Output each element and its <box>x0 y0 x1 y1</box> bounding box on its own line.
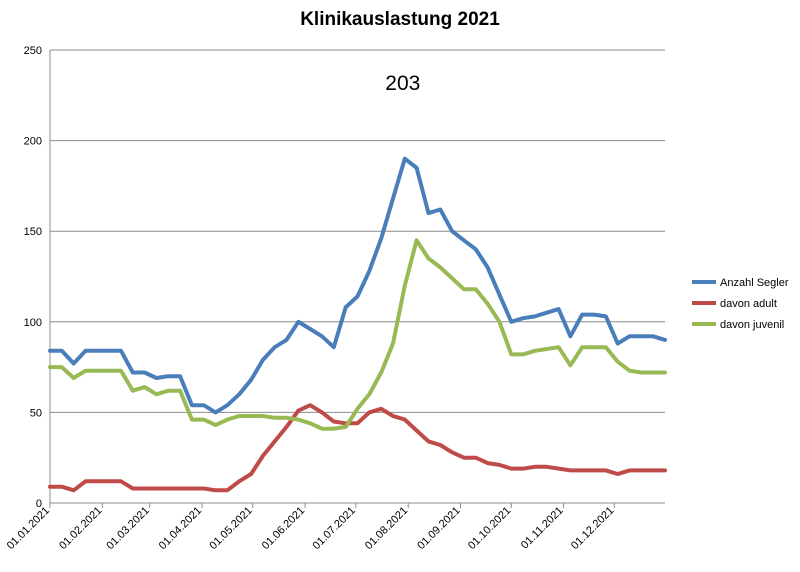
series-line-2 <box>48 238 667 431</box>
legend-label: davon juvenil <box>720 319 784 331</box>
y-tick-label: 100 <box>24 317 42 329</box>
y-tick-label: 250 <box>24 45 42 57</box>
x-tick-label: 01.12.2021 <box>569 505 616 552</box>
x-tick-label: 01.03.2021 <box>104 505 151 552</box>
x-tick-label: 01.05.2021 <box>207 505 254 552</box>
y-tick-label: 0 <box>36 498 42 510</box>
series-layer <box>48 156 667 493</box>
x-tick-label: 01.09.2021 <box>415 505 462 552</box>
x-tick-label: 01.06.2021 <box>260 505 307 552</box>
legend-label: Anzahl Segler <box>720 277 789 289</box>
x-tick-label: 01.07.2021 <box>311 505 358 552</box>
legend-label: davon adult <box>720 298 777 310</box>
chart-title: Klinikauslastung 2021 <box>300 9 500 30</box>
peak-annotation: 203 <box>385 72 420 95</box>
y-tick-label: 150 <box>24 226 42 238</box>
x-tick-label: 01.11.2021 <box>519 505 566 552</box>
legend: Anzahl Segler davon adult davon juvenil <box>692 277 789 331</box>
series-line-0 <box>48 156 667 415</box>
x-tick-label: 01.04.2021 <box>157 505 204 552</box>
series-line-1 <box>48 403 667 493</box>
x-tick-label: 01.01.2021 <box>5 505 52 552</box>
x-tick-label: 01.02.2021 <box>57 505 104 552</box>
y-tick-label: 200 <box>24 136 42 148</box>
axis-layer: 0 50 100 150 200 250 01.01.2021 01.02.2021 01.03… <box>5 45 665 552</box>
x-tick-label: 01.10.2021 <box>466 505 513 552</box>
y-tick-label: 50 <box>30 407 42 419</box>
x-tick-label: 01.08.2021 <box>363 505 410 552</box>
